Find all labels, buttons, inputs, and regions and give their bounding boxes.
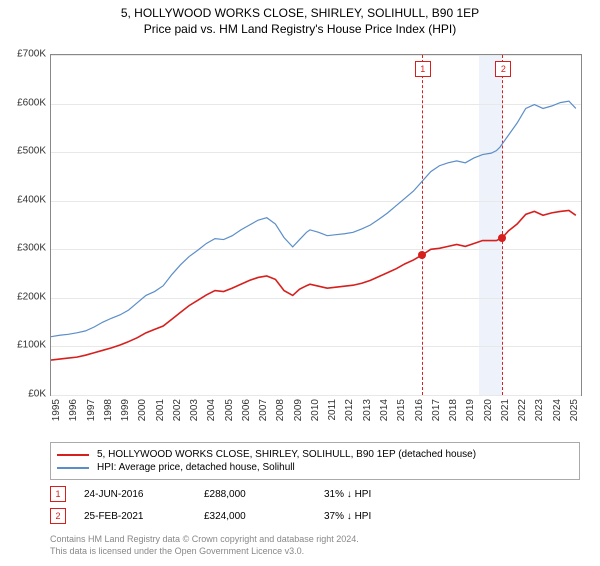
xtick-label: 2015 xyxy=(396,399,398,421)
gridline xyxy=(51,395,581,396)
ytick-label: £400K xyxy=(0,194,46,205)
sale-delta: 37% ↓ HPI xyxy=(324,511,444,522)
xtick-label: 2001 xyxy=(155,399,157,421)
xtick-label: 2000 xyxy=(137,399,139,421)
xtick-label: 2012 xyxy=(344,399,346,421)
xtick-label: 2023 xyxy=(534,399,536,421)
legend: 5, HOLLYWOOD WORKS CLOSE, SHIRLEY, SOLIH… xyxy=(50,442,580,480)
xtick-label: 2013 xyxy=(362,399,364,421)
xtick-label: 2004 xyxy=(206,399,208,421)
xtick-label: 2005 xyxy=(224,399,226,421)
xtick-label: 2018 xyxy=(448,399,450,421)
sale-row-1: 1 24-JUN-2016£288,00031% ↓ HPI xyxy=(50,486,580,502)
sale-price: £324,000 xyxy=(204,511,324,522)
series-property xyxy=(51,210,576,360)
xtick-label: 2024 xyxy=(552,399,554,421)
legend-row: 5, HOLLYWOOD WORKS CLOSE, SHIRLEY, SOLIH… xyxy=(57,449,573,460)
xtick-label: 2020 xyxy=(483,399,485,421)
xtick-label: 2011 xyxy=(327,399,329,421)
xtick-label: 1998 xyxy=(103,399,105,421)
sale-delta: 31% ↓ HPI xyxy=(324,489,444,500)
sale-row-marker: 2 xyxy=(50,508,66,524)
legend-row: HPI: Average price, detached house, Soli… xyxy=(57,462,573,473)
ytick-label: £600K xyxy=(0,97,46,108)
xtick-label: 2010 xyxy=(310,399,312,421)
legend-label: 5, HOLLYWOOD WORKS CLOSE, SHIRLEY, SOLIH… xyxy=(97,449,476,460)
xtick-label: 2014 xyxy=(379,399,381,421)
ytick-label: £300K xyxy=(0,243,46,254)
sale-dot xyxy=(418,251,426,259)
attribution: Contains HM Land Registry data © Crown c… xyxy=(50,534,580,557)
legend-label: HPI: Average price, detached house, Soli… xyxy=(97,462,295,473)
xtick-label: 2017 xyxy=(431,399,433,421)
sale-dot xyxy=(498,234,506,242)
xtick-label: 2022 xyxy=(517,399,519,421)
legend-swatch xyxy=(57,467,89,469)
attribution-line-1: Contains HM Land Registry data © Crown c… xyxy=(50,534,580,546)
ytick-label: £100K xyxy=(0,340,46,351)
xtick-label: 1999 xyxy=(120,399,122,421)
xtick-label: 2009 xyxy=(293,399,295,421)
xtick-label: 2008 xyxy=(275,399,277,421)
ytick-label: £700K xyxy=(0,49,46,60)
sale-date: 24-JUN-2016 xyxy=(84,489,204,500)
xtick-label: 1995 xyxy=(51,399,53,421)
xtick-label: 2006 xyxy=(241,399,243,421)
legend-swatch xyxy=(57,454,89,456)
sale-row-2: 2 25-FEB-2021£324,00037% ↓ HPI xyxy=(50,508,580,524)
plot-svg xyxy=(51,55,581,395)
chart-title: 5, HOLLYWOOD WORKS CLOSE, SHIRLEY, SOLIH… xyxy=(0,6,600,20)
xtick-label: 2019 xyxy=(465,399,467,421)
xtick-label: 2003 xyxy=(189,399,191,421)
sale-price: £288,000 xyxy=(204,489,324,500)
chart-subtitle: Price paid vs. HM Land Registry's House … xyxy=(0,22,600,36)
sale-date: 25-FEB-2021 xyxy=(84,511,204,522)
xtick-label: 1996 xyxy=(68,399,70,421)
xtick-label: 2021 xyxy=(500,399,502,421)
ytick-label: £0K xyxy=(0,389,46,400)
ytick-label: £200K xyxy=(0,291,46,302)
xtick-label: 2025 xyxy=(569,399,571,421)
attribution-line-2: This data is licensed under the Open Gov… xyxy=(50,546,580,558)
chart-plot-area: 1995199619971998199920002001200220032004… xyxy=(50,54,582,396)
xtick-label: 2007 xyxy=(258,399,260,421)
xtick-label: 2016 xyxy=(414,399,416,421)
xtick-label: 1997 xyxy=(86,399,88,421)
xtick-label: 2002 xyxy=(172,399,174,421)
sale-row-marker: 1 xyxy=(50,486,66,502)
series-hpi xyxy=(51,101,576,337)
ytick-label: £500K xyxy=(0,146,46,157)
